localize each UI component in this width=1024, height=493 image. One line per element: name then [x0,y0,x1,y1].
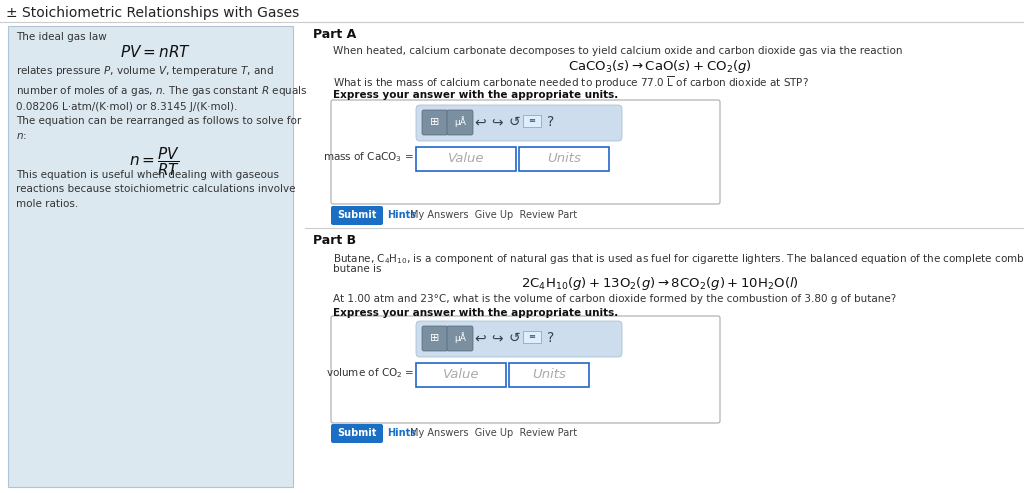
FancyBboxPatch shape [416,105,622,141]
Text: Value: Value [447,152,484,166]
Text: My Answers  Give Up  Review Part: My Answers Give Up Review Part [410,428,578,438]
Text: This equation is useful when dealing with gaseous
reactions because stoichiometr: This equation is useful when dealing wit… [16,170,296,209]
Text: Part B: Part B [313,234,356,247]
FancyBboxPatch shape [447,326,473,351]
FancyBboxPatch shape [331,100,720,204]
Text: Part A: Part A [313,28,356,41]
Text: Submit: Submit [337,211,377,220]
Bar [523,331,541,343]
Text: ≡: ≡ [528,116,536,126]
Text: ?: ? [548,115,555,129]
Text: ± Stoichiometric Relationships with Gases: ± Stoichiometric Relationships with Gase… [6,6,299,20]
FancyBboxPatch shape [331,316,720,423]
Text: Butane, C$_4$H$_{10}$, is a component of natural gas that is used as fuel for ci: Butane, C$_4$H$_{10}$, is a component of… [333,252,1024,266]
Text: ?: ? [548,331,555,345]
Text: ⊞: ⊞ [430,117,439,127]
FancyBboxPatch shape [331,206,383,225]
Bar [523,115,541,127]
FancyBboxPatch shape [416,321,622,357]
Text: ↺: ↺ [508,331,520,345]
Text: μÅ: μÅ [454,333,466,344]
Text: ↪: ↪ [492,115,503,129]
Text: relates pressure $P$, volume $V$, temperature $T$, and
number of moles of a gas,: relates pressure $P$, volume $V$, temper… [16,64,307,141]
Text: What is the mass of calcium carbonate needed to produce 77.0 $\overline{\mathrm{: What is the mass of calcium carbonate ne… [333,74,809,91]
Text: $n = \dfrac{PV}{RT}$: $n = \dfrac{PV}{RT}$ [129,145,180,178]
Text: ↩: ↩ [474,331,485,345]
Text: The ideal gas law: The ideal gas law [16,32,106,42]
Text: $\mathrm{CaCO_3}(s)\rightarrow\mathrm{CaO}(s)+\mathrm{CO_2}(g)$: $\mathrm{CaCO_3}(s)\rightarrow\mathrm{Ca… [568,58,752,75]
Bar [416,147,516,171]
Text: volume of CO$_2$ =: volume of CO$_2$ = [326,366,414,380]
Bar [416,363,506,387]
Text: Submit: Submit [337,428,377,438]
Text: Express your answer with the appropriate units.: Express your answer with the appropriate… [333,308,618,318]
Text: Express your answer with the appropriate units.: Express your answer with the appropriate… [333,90,618,100]
Text: Value: Value [442,368,479,382]
Text: At 1.00 atm and 23°C, what is the volume of carbon dioxide formed by the combust: At 1.00 atm and 23°C, what is the volume… [333,294,896,304]
FancyBboxPatch shape [447,110,473,135]
Text: butane is: butane is [333,264,382,274]
Text: Units: Units [547,152,581,166]
Bar [519,147,609,171]
Text: $PV = nRT$: $PV = nRT$ [120,44,190,60]
Text: ↪: ↪ [492,331,503,345]
Text: $2\mathrm{C_4H_{10}}(g)+13\mathrm{O_2}(g)\rightarrow 8\mathrm{CO_2}(g)+10\mathrm: $2\mathrm{C_4H_{10}}(g)+13\mathrm{O_2}(g… [521,275,799,292]
FancyBboxPatch shape [331,424,383,443]
Text: Hints: Hints [387,428,416,438]
Text: Hints: Hints [387,211,416,220]
Bar [509,363,589,387]
Text: My Answers  Give Up  Review Part: My Answers Give Up Review Part [410,211,578,220]
FancyBboxPatch shape [422,110,449,135]
Text: mass of CaCO$_3$ =: mass of CaCO$_3$ = [324,150,414,164]
FancyBboxPatch shape [422,326,449,351]
Text: Units: Units [532,368,566,382]
Text: ⊞: ⊞ [430,333,439,343]
Text: ≡: ≡ [528,332,536,342]
Text: ↩: ↩ [474,115,485,129]
Text: When heated, calcium carbonate decomposes to yield calcium oxide and carbon diox: When heated, calcium carbonate decompose… [333,46,902,56]
Text: μÅ: μÅ [454,116,466,127]
Bar [8,26,293,487]
Text: ↺: ↺ [508,115,520,129]
